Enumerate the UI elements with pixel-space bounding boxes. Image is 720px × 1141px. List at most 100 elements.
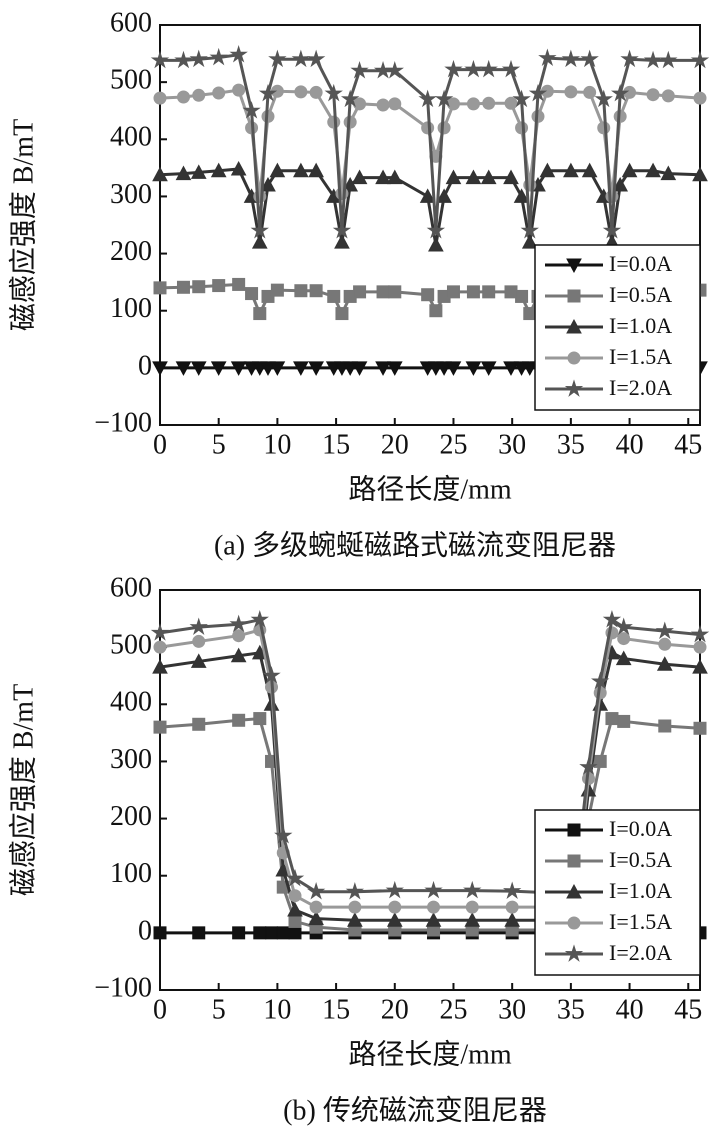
legend-label: I=1.0A [609, 313, 672, 338]
marker [353, 97, 367, 111]
marker [504, 912, 521, 927]
y-tick-label: 100 [110, 293, 152, 324]
y-tick-label: 300 [110, 179, 152, 210]
marker [617, 714, 631, 728]
marker [692, 659, 708, 674]
marker [229, 45, 248, 63]
x-tick-label: 5 [212, 429, 226, 460]
marker [153, 91, 167, 105]
caption: (a) 多级蜿蜒磁路式磁流变阻尼器 [214, 529, 616, 561]
marker [655, 621, 674, 639]
x-tick-label: 25 [439, 994, 467, 1025]
marker [656, 656, 673, 671]
marker [466, 285, 480, 299]
x-tick-label: 0 [153, 994, 167, 1025]
marker [250, 221, 269, 239]
marker [690, 624, 710, 643]
marker [291, 49, 311, 68]
marker [285, 868, 305, 887]
legend-marker [567, 351, 581, 365]
marker [375, 361, 391, 376]
marker [388, 285, 402, 299]
marker [270, 283, 284, 297]
marker [419, 188, 436, 203]
marker [210, 361, 227, 376]
marker [309, 284, 323, 298]
marker [288, 926, 302, 940]
x-tick-label: 35 [557, 994, 585, 1025]
marker [351, 361, 368, 376]
marker [150, 50, 170, 69]
marker [661, 89, 675, 103]
marker [580, 49, 599, 68]
marker [306, 882, 326, 900]
marker [520, 221, 539, 239]
marker [150, 623, 170, 641]
x-tick-label: 20 [381, 994, 409, 1025]
marker [658, 719, 672, 733]
legend-marker [567, 916, 581, 930]
marker [335, 187, 349, 201]
marker [614, 617, 633, 635]
marker [190, 164, 207, 179]
marker [269, 162, 286, 178]
marker [434, 89, 454, 108]
y-tick-label: −100 [94, 407, 152, 438]
y-tick-label: −100 [94, 972, 152, 1003]
marker [153, 281, 167, 295]
marker [245, 287, 259, 301]
marker [465, 900, 479, 914]
marker [253, 712, 267, 726]
marker [426, 221, 446, 239]
marker [597, 121, 611, 135]
marker [212, 279, 226, 293]
marker [464, 912, 481, 927]
x-tick-label: 45 [674, 994, 702, 1025]
marker [293, 162, 309, 178]
marker [345, 882, 365, 900]
marker [309, 85, 323, 99]
x-axis-label: 路径长度/mm [348, 473, 512, 505]
marker [308, 361, 324, 376]
legend-marker [567, 823, 581, 837]
legend-label: I=0.5A [609, 282, 672, 307]
marker [446, 97, 460, 111]
marker [388, 900, 402, 914]
marker [503, 361, 519, 376]
x-tick-label: 30 [498, 994, 526, 1025]
marker [192, 634, 206, 648]
marker [539, 162, 556, 178]
y-tick-label: 500 [110, 65, 152, 96]
marker [269, 361, 286, 376]
marker [610, 83, 630, 102]
marker [276, 926, 290, 940]
marker [446, 285, 460, 299]
marker [482, 285, 496, 299]
marker [190, 653, 207, 668]
marker [645, 162, 661, 178]
legend-marker [564, 379, 584, 397]
y-tick-label: 200 [110, 801, 152, 832]
marker [593, 754, 607, 768]
marker [386, 912, 403, 927]
marker [189, 617, 208, 635]
marker [386, 361, 403, 376]
x-tick-label: 15 [322, 994, 350, 1025]
marker [350, 61, 369, 79]
marker [465, 169, 482, 185]
y-tick-label: 200 [110, 236, 152, 267]
marker [479, 59, 498, 78]
caption: (b) 传统磁流变阻尼器 [283, 1094, 547, 1126]
legend-label: I=2.0A [609, 940, 672, 965]
marker [617, 632, 631, 646]
marker [620, 49, 639, 68]
marker [425, 912, 442, 927]
legend-marker [566, 258, 582, 274]
marker [693, 721, 707, 735]
marker [538, 48, 557, 66]
marker [444, 59, 463, 78]
marker [591, 671, 610, 690]
marker [332, 221, 352, 239]
plot-frame [159, 589, 701, 991]
marker [445, 361, 462, 376]
